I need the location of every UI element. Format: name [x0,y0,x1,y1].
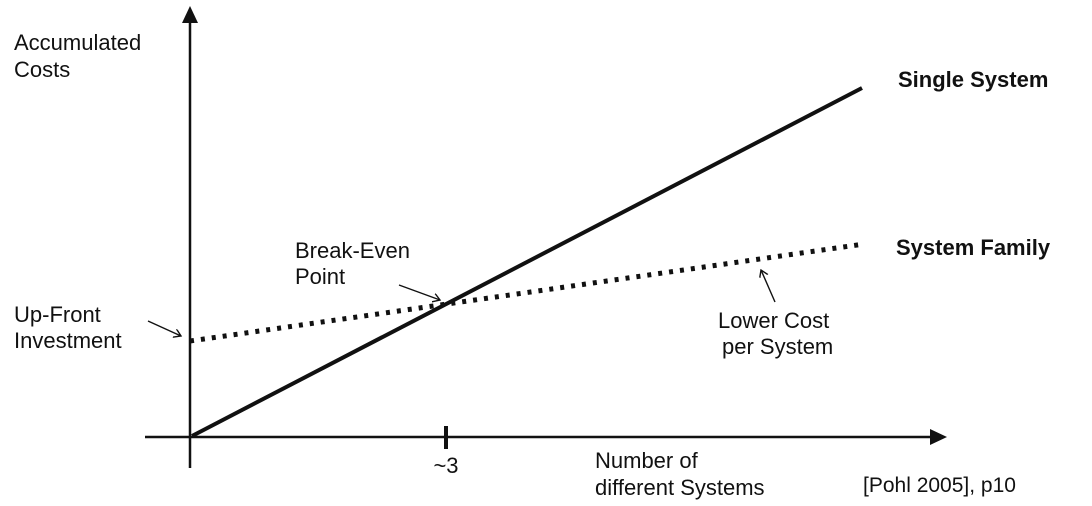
break-even-label-line1: Break-Even [295,238,410,263]
y-axis-label-line1: Accumulated [14,30,141,55]
y-axis-arrowhead-icon [182,6,198,23]
system-family-line [189,241,865,344]
up-front-arrow-icon [147,320,181,336]
citation-label: [Pohl 2005], p10 [863,474,1016,497]
x-tick-label: ~3 [433,453,458,478]
break-even-label-line2: Point [295,264,345,289]
x-axis-arrowhead-icon [930,429,947,445]
x-axis-label-line1: Number of [595,448,699,473]
lower-cost-arrow-icon [761,270,776,303]
y-axis-label-line2: Costs [14,57,70,82]
lower-cost-label-line1: Lower Cost [718,308,829,333]
x-axis-label-line2: different Systems [595,475,765,500]
up-front-label-line1: Up-Front [14,302,101,327]
single-system-line [191,86,863,438]
single-system-label: Single System [898,67,1048,92]
break-even-arrow-icon [398,284,440,300]
lower-cost-label-line2: per System [722,334,833,359]
system-family-label: System Family [896,235,1051,260]
up-front-label-line2: Investment [14,328,122,353]
